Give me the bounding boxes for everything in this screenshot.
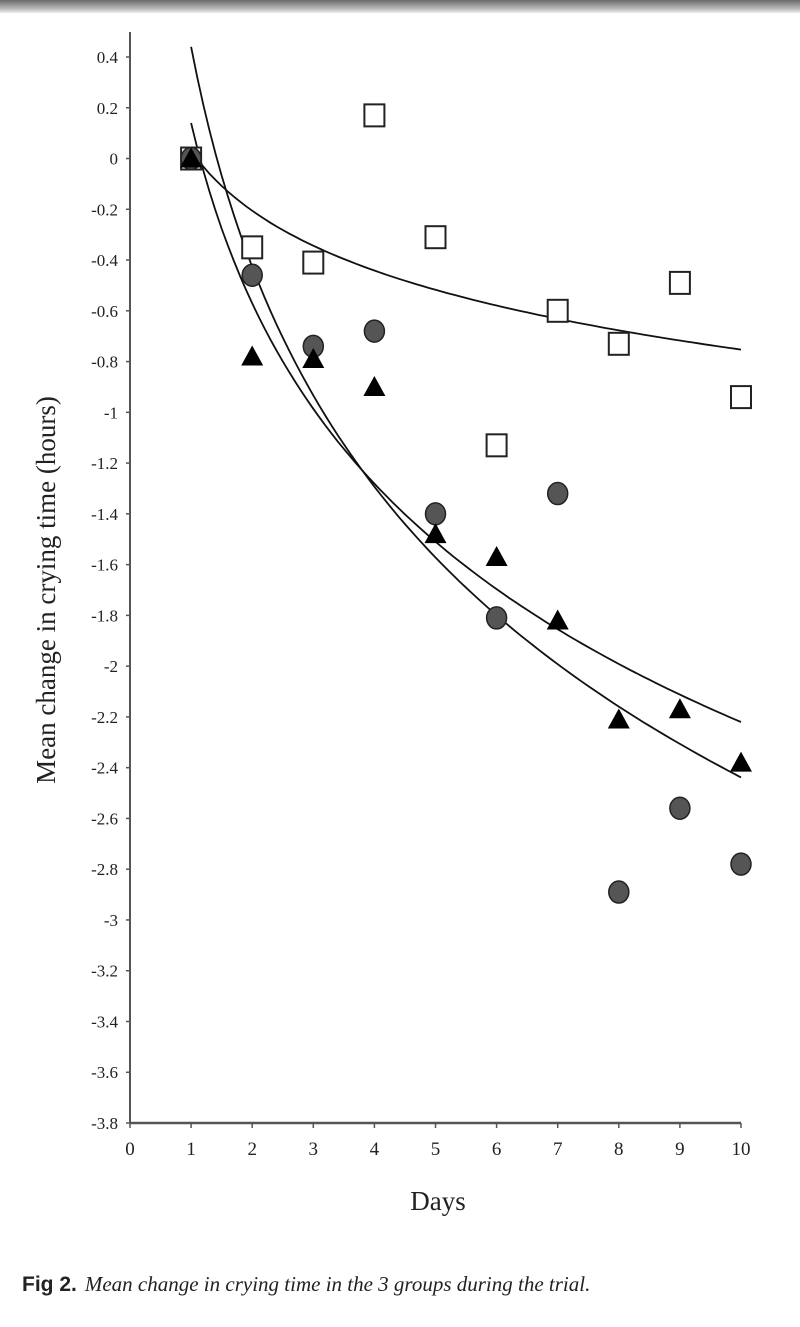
y-tick-label: -3.2 [91,962,118,981]
y-tick-label: -3 [104,911,118,930]
y-tick-label: -2.8 [91,860,118,879]
data-point-triangle [180,147,203,168]
data-point-circle [424,502,447,526]
data-point-triangle [363,375,386,396]
data-point-circle [546,481,569,506]
data-point-square [485,433,508,458]
y-tick-label: -2.4 [91,759,118,778]
y-tick-label: -1.2 [91,454,118,473]
y-tick-label: -2 [104,657,118,676]
x-tick-label: 2 [247,1139,257,1160]
data-point-triangle [607,708,630,729]
scatter-chart: 0.4 0.2 0 -0.2 -0.4 -0.6 -0.8 -1 -1.2 -1.4 -1.6 -1.… [31,32,752,1216]
data-point-square [302,250,325,275]
data-point-circle [669,796,691,821]
x-tick-label: 5 [431,1139,441,1160]
y-tick-label: -1.4 [91,505,118,524]
x-tick-label: 10 [732,1139,751,1160]
y-tick-label: -0.4 [91,251,118,270]
y-tick-label: 0.2 [97,99,118,118]
data-point-triangle [424,523,447,544]
data-point-triangle [485,546,508,567]
x-tick-label: 4 [370,1139,380,1160]
x-tick-label: 1 [186,1139,196,1160]
data-point-circle [241,263,263,288]
trend-line-square [190,150,742,351]
y-tick-label: -2.6 [91,809,118,828]
data-point-square [668,270,691,295]
y-tick-label: -0.6 [91,302,118,321]
x-tick-label: 6 [492,1139,502,1160]
y-tick-label: 0 [110,150,119,169]
x-tick-label: 9 [675,1139,685,1160]
data-point-circle [485,606,508,630]
data-point-triangle [302,348,325,369]
y-tick-label: -1 [104,403,118,422]
y-tick-label: -3.4 [91,1012,118,1031]
figure-caption: Fig 2. Mean change in crying time in the … [22,1272,590,1297]
x-tick-label: 0 [125,1139,135,1160]
trend-line-circle [190,46,742,779]
caption-label: Fig 2. [22,1273,77,1296]
y-tick-label: -3.6 [91,1063,118,1082]
data-point-triangle [241,345,264,366]
y-tick-label: -3.8 [91,1114,118,1133]
data-point-triangle [546,609,569,630]
data-point-circle [363,319,386,343]
y-axis-label: Mean change in crying time (hours) [31,396,61,784]
y-tick-label: -2.2 [91,708,118,727]
data-point-square [424,225,447,250]
x-axis-label: Days [410,1186,466,1216]
trend-line-triangle [190,122,742,723]
data-point-square [241,235,264,260]
x-tick-label: 8 [614,1139,624,1160]
top-bar [0,0,800,13]
data-point-triangle [668,698,691,719]
data-point-square [546,298,569,323]
data-point-square [730,385,752,410]
x-tick-label: 7 [553,1139,563,1160]
y-tick-label: -1.6 [91,556,118,575]
data-point-circle [730,852,752,876]
y-tick-label: 0.4 [97,48,119,67]
x-tick-label: 3 [309,1139,319,1160]
y-tick-label: -1.8 [91,606,118,625]
caption-text: Mean change in crying time in the 3 grou… [84,1272,591,1296]
data-point-circle [608,880,630,904]
data-point-square [607,331,630,356]
data-point-square [363,103,386,128]
data-point-triangle [730,751,752,772]
y-tick-label: -0.8 [91,353,118,372]
y-tick-label: -0.2 [91,200,118,219]
